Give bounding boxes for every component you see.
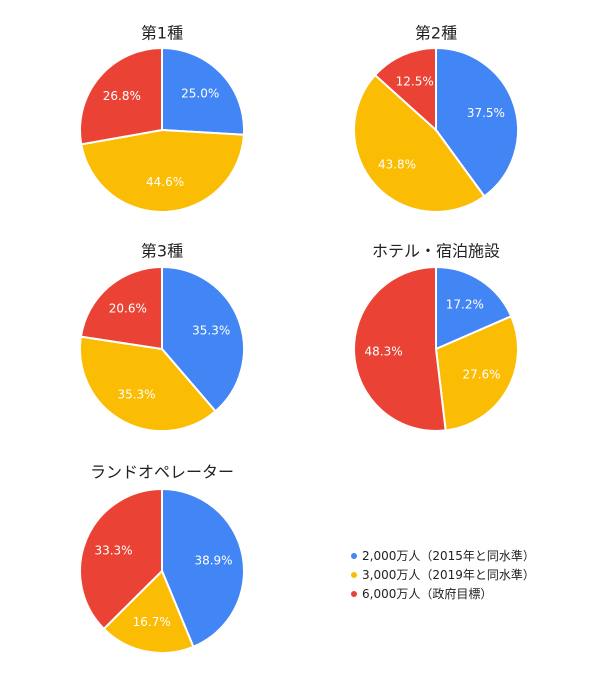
pie-slice xyxy=(79,46,163,146)
legend: 2,000万人（2015年と同水準） 3,000万人（2019年と同水準） 6,… xyxy=(351,546,535,603)
slice-label: 38.9% xyxy=(194,553,232,567)
pie-slice xyxy=(79,265,163,351)
pie-chart: 第3種 35.3% 35.3% 20.6% xyxy=(79,242,245,433)
slice-label: 33.3% xyxy=(94,543,132,557)
legend-item: 3,000万人（2019年と同水準） xyxy=(351,565,535,584)
pie-slice xyxy=(434,314,519,432)
slice-label: 26.8% xyxy=(103,89,141,103)
slice-label: 37.5% xyxy=(467,106,505,120)
pie-slice xyxy=(435,46,519,198)
chart-title: 第1種 xyxy=(141,24,183,43)
slice-label: 48.3% xyxy=(365,345,403,359)
slice-label: 17.2% xyxy=(446,298,484,312)
pie-chart: ホテル・宿泊施設 17.2% 27.6% 48.3% xyxy=(353,242,519,432)
pie-slice xyxy=(161,487,245,649)
legend-swatch xyxy=(351,571,357,578)
chart-title: ランドオペレーター xyxy=(90,463,234,482)
pie-slice xyxy=(373,46,437,133)
pie-slice xyxy=(161,265,245,413)
legend-label: 2,000万人（2015年と同水準） xyxy=(362,549,535,563)
slice-label: 35.3% xyxy=(117,387,155,401)
slice-label: 16.7% xyxy=(133,615,171,629)
pie-slice xyxy=(79,487,163,631)
chart-title: 第3種 xyxy=(141,242,183,261)
legend-swatch xyxy=(351,552,357,559)
slice-label: 44.6% xyxy=(146,175,184,189)
legend-swatch xyxy=(351,590,357,597)
pie-slice xyxy=(79,335,217,433)
legend-label: 3,000万人（2019年と同水準） xyxy=(362,568,535,582)
slice-label: 43.8% xyxy=(378,158,416,172)
slice-label: 27.6% xyxy=(462,368,500,382)
chart-title: 第2種 xyxy=(415,24,457,43)
slice-label: 12.5% xyxy=(396,75,434,89)
pie-chart: 第2種 37.5% 43.8% 12.5% xyxy=(353,24,519,213)
slice-label: 25.0% xyxy=(181,87,219,101)
pie-slice xyxy=(435,265,513,351)
slice-label: 35.3% xyxy=(192,323,230,337)
slice-label: 20.6% xyxy=(109,302,147,316)
legend-item: 2,000万人（2015年と同水準） xyxy=(351,546,535,565)
pie-slice xyxy=(80,128,245,213)
chart-title: ホテル・宿泊施設 xyxy=(372,242,500,261)
pie-slice xyxy=(102,569,195,654)
pie-slice xyxy=(353,265,447,432)
legend-item: 6,000万人（政府目標） xyxy=(351,584,535,603)
pie-chart: 第1種 25.0% 44.6% 26.8% xyxy=(79,24,245,213)
pie-slice xyxy=(161,46,245,136)
legend-label: 6,000万人（政府目標） xyxy=(362,587,493,601)
pie-slice xyxy=(353,73,486,213)
pie-chart: ランドオペレーター 38.9% 16.7% 33.3% xyxy=(79,463,245,654)
